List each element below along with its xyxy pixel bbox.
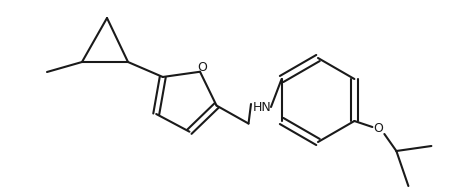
Text: HN: HN xyxy=(253,100,272,113)
Text: O: O xyxy=(374,122,383,135)
Text: O: O xyxy=(197,61,207,74)
